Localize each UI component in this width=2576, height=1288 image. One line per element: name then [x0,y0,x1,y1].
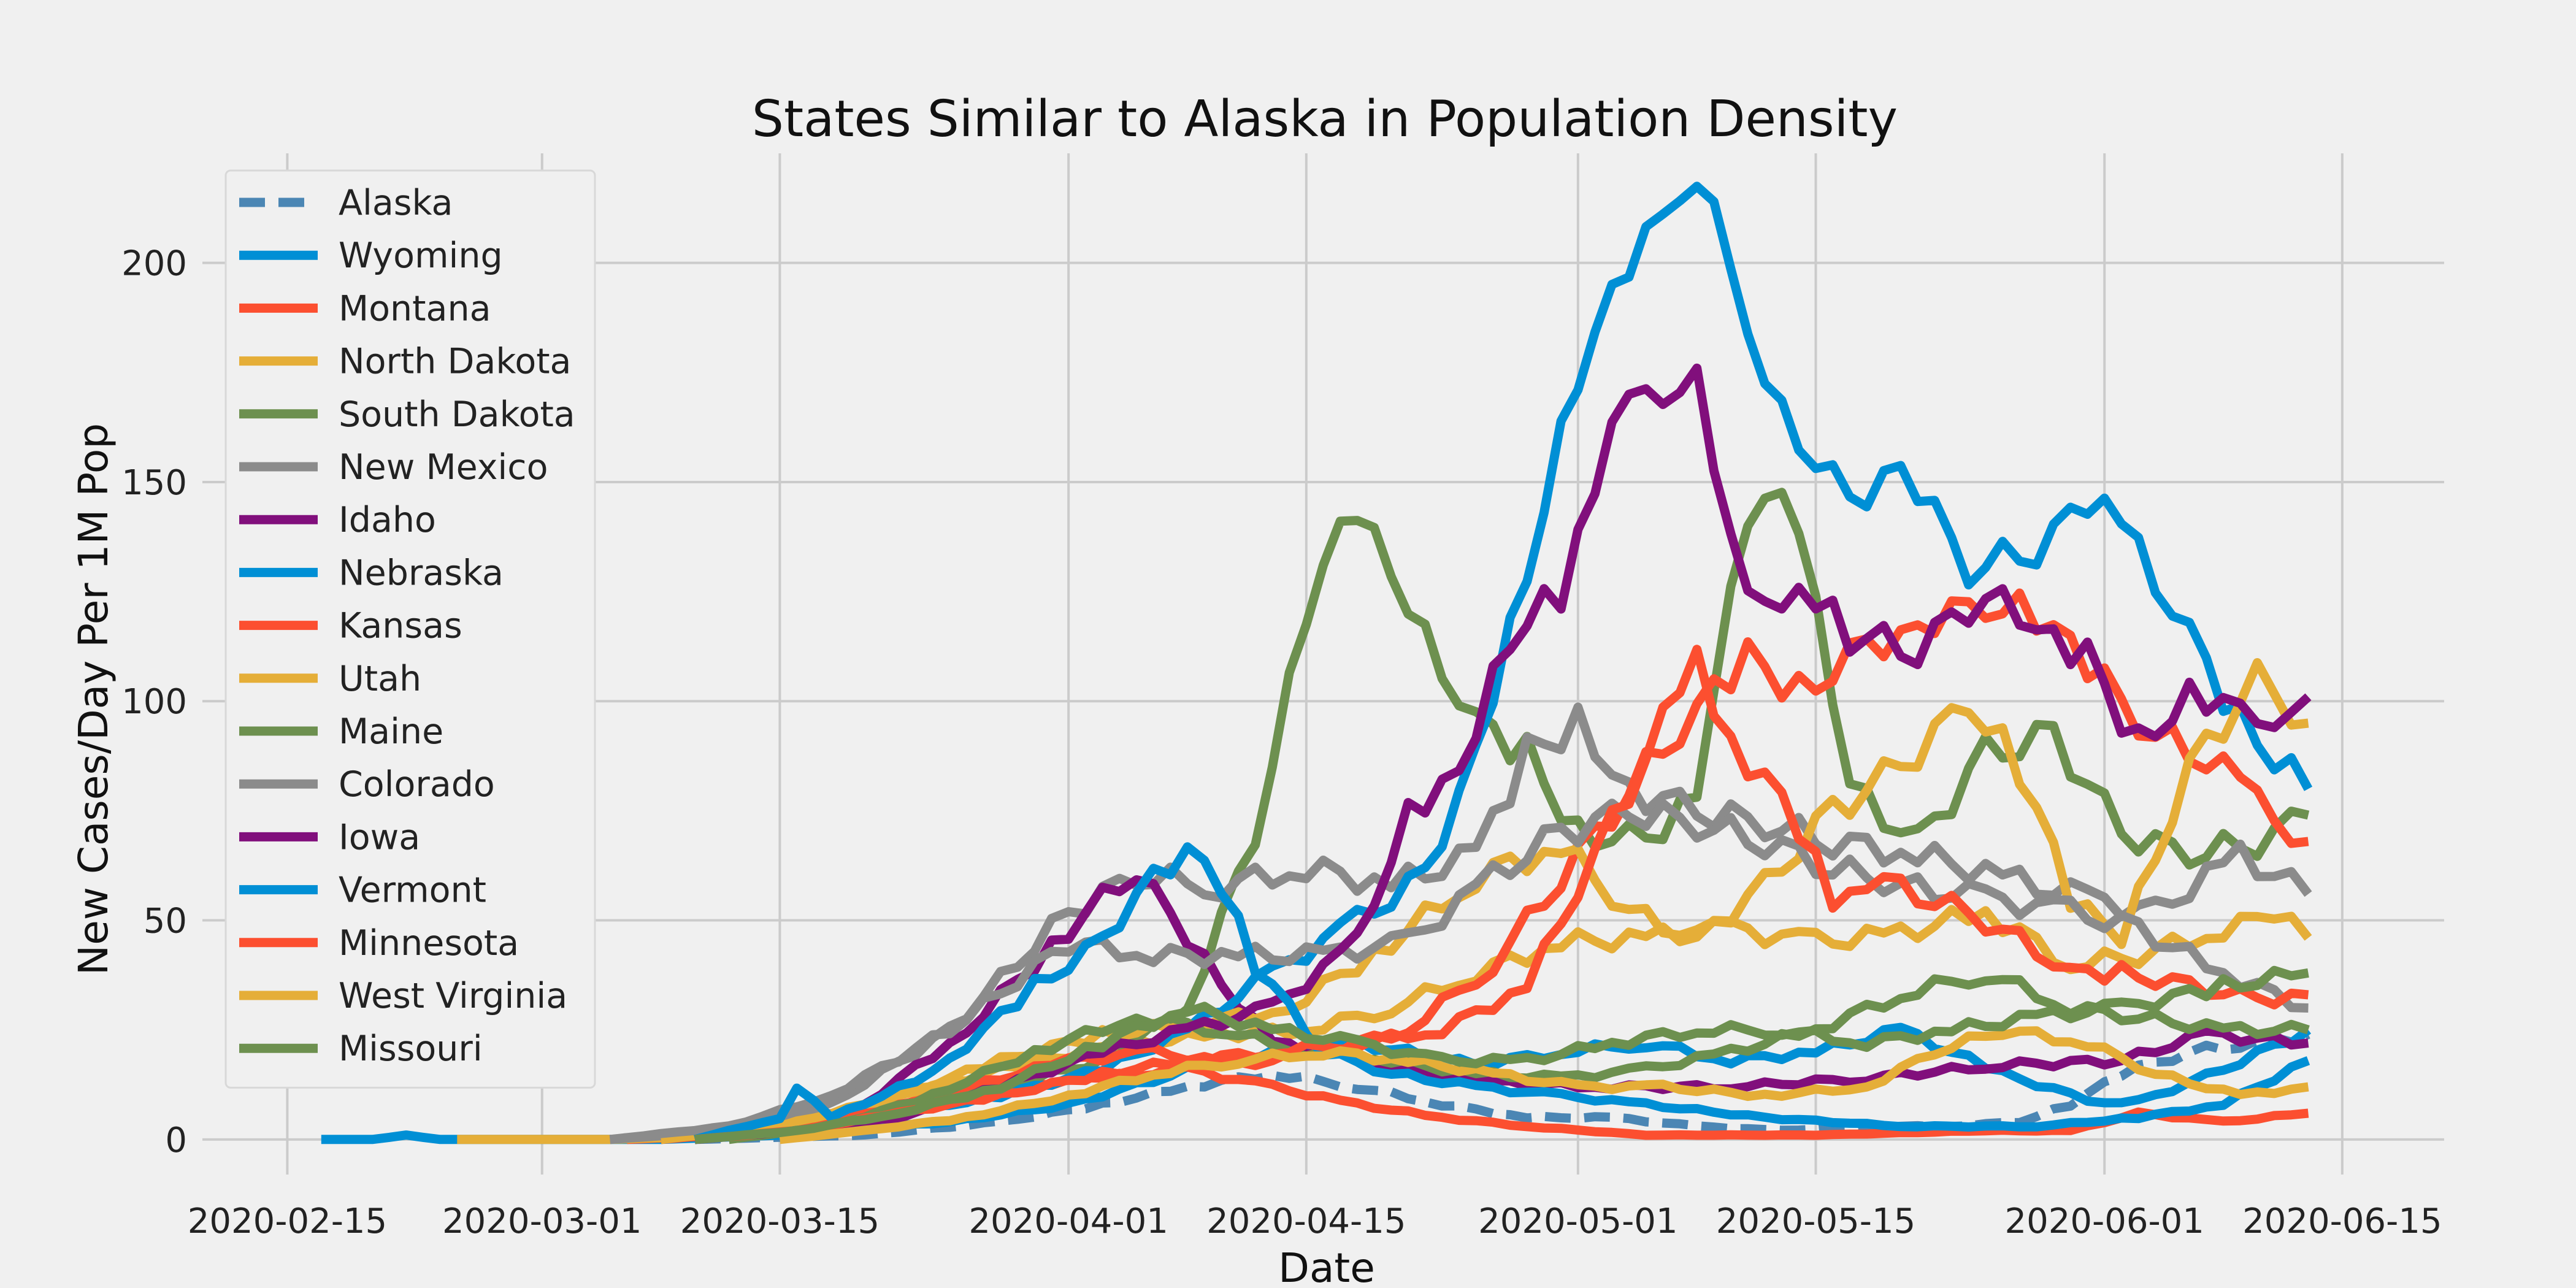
legend-label: Minnesota [339,923,519,964]
x-tick-label: 2020-06-15 [2242,1202,2442,1241]
legend-label: Utah [339,659,421,699]
x-tick-label: 2020-03-01 [442,1202,642,1241]
x-axis-label: Date [1278,1244,1375,1288]
legend-label: Nebraska [339,553,504,593]
legend-label: Iowa [339,817,420,857]
legend-label: Missouri [339,1029,483,1069]
legend-label: South Dakota [339,394,575,435]
x-tick-label: 2020-03-15 [680,1202,880,1241]
legend-label: Montana [339,288,491,329]
legend-label: Idaho [339,500,436,540]
legend-label: North Dakota [339,342,572,382]
legend-label: Alaska [339,183,453,223]
series-lines [321,186,2309,1140]
y-axis-ticks: 0 50 100 150 200 [121,244,187,1160]
legend-label: Colorado [339,764,495,805]
chart-title: States Similar to Alaska in Population D… [752,90,1898,148]
x-tick-label: 2020-05-01 [1478,1202,1677,1241]
y-axis-label: New Cases/Day Per 1M Pop [70,423,117,975]
x-axis-ticks: 2020-02-15 2020-03-01 2020-03-15 2020-04-01… [188,1202,2442,1241]
legend: Alaska Wyoming Montana North Dakota South Da… [226,171,595,1087]
y-tick-label: 200 [121,244,187,284]
legend-label: Maine [339,711,443,752]
legend-label: West Virginia [339,976,567,1016]
legend-label: New Mexico [339,447,548,488]
x-tick-label: 2020-04-01 [968,1202,1168,1241]
x-tick-label: 2020-06-01 [2004,1202,2204,1241]
y-tick-label: 100 [121,682,187,722]
legend-label: Wyoming [339,236,503,276]
y-tick-label: 0 [165,1121,187,1160]
legend-label: Kansas [339,606,462,646]
x-tick-label: 2020-04-15 [1206,1202,1406,1241]
x-tick-label: 2020-02-15 [188,1202,387,1241]
legend-label: Vermont [339,870,486,911]
y-tick-label: 150 [121,463,187,503]
y-tick-label: 50 [144,902,187,941]
x-tick-label: 2020-05-15 [1716,1202,1915,1241]
